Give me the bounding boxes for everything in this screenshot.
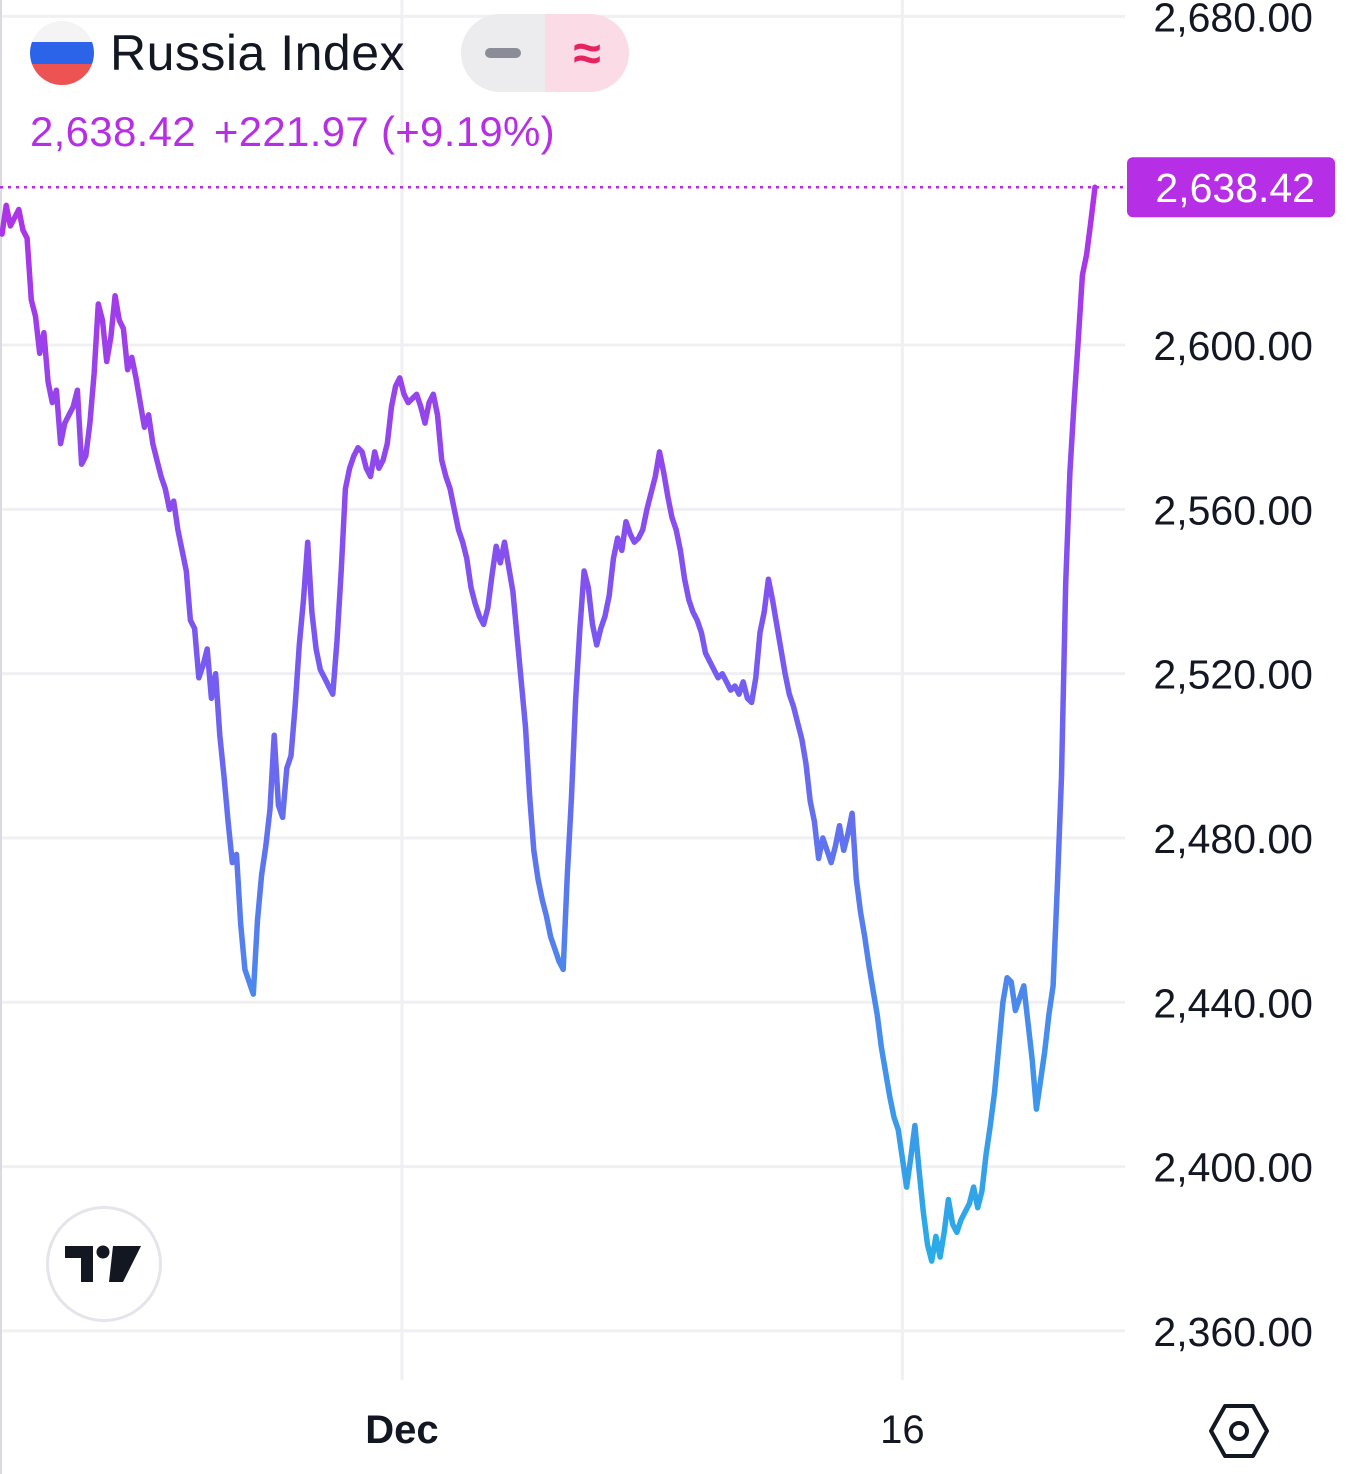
price-quote: 2,638.42 +221.97 (+9.19%) xyxy=(30,108,555,156)
minus-icon xyxy=(485,48,522,58)
price-change: +221.97 (+9.19%) xyxy=(213,108,555,155)
grid xyxy=(0,0,1128,1474)
line-style-button[interactable] xyxy=(461,14,546,92)
tradingview-logo[interactable] xyxy=(46,1206,162,1322)
price-line xyxy=(0,184,1098,1264)
y-tick-label: 2,440.00 xyxy=(1153,980,1313,1026)
chart-style-toggle[interactable]: ≈ xyxy=(461,14,630,92)
y-tick-label: 2,480.00 xyxy=(1153,816,1313,862)
chart-header: Russia Index ≈ xyxy=(30,14,630,92)
current-price: 2,638.42 xyxy=(30,108,196,155)
last-price-badge: 2,638.42 xyxy=(1127,157,1335,218)
x-tick-label: 16 xyxy=(880,1408,925,1452)
symbol-title: Russia Index xyxy=(110,25,406,81)
y-tick-label: 2,560.00 xyxy=(1153,487,1313,533)
y-tick-label: 2,600.00 xyxy=(1153,323,1313,369)
x-axis: Dec 16 xyxy=(365,1408,924,1452)
approx-wave-icon: ≈ xyxy=(573,25,601,81)
hexagon-settings-icon[interactable] xyxy=(1208,1400,1270,1462)
last-price-badge-bg xyxy=(1127,157,1335,218)
tv-logo-icon xyxy=(65,1245,141,1282)
y-tick-label: 2,520.00 xyxy=(1153,652,1313,698)
wave-style-button[interactable]: ≈ xyxy=(545,14,630,92)
russia-flag-icon xyxy=(30,21,94,85)
last-price-label: 2,638.42 xyxy=(1155,165,1315,211)
price-series xyxy=(0,184,1098,1264)
y-tick-label: 2,680.00 xyxy=(1153,0,1313,40)
x-tick-label: Dec xyxy=(365,1408,438,1452)
y-axis: 2,680.00 2,600.00 2,560.00 2,520.00 2,480.00… xyxy=(1153,0,1313,1355)
y-tick-label: 2,360.00 xyxy=(1153,1309,1313,1355)
y-tick-label: 2,400.00 xyxy=(1153,1145,1313,1191)
